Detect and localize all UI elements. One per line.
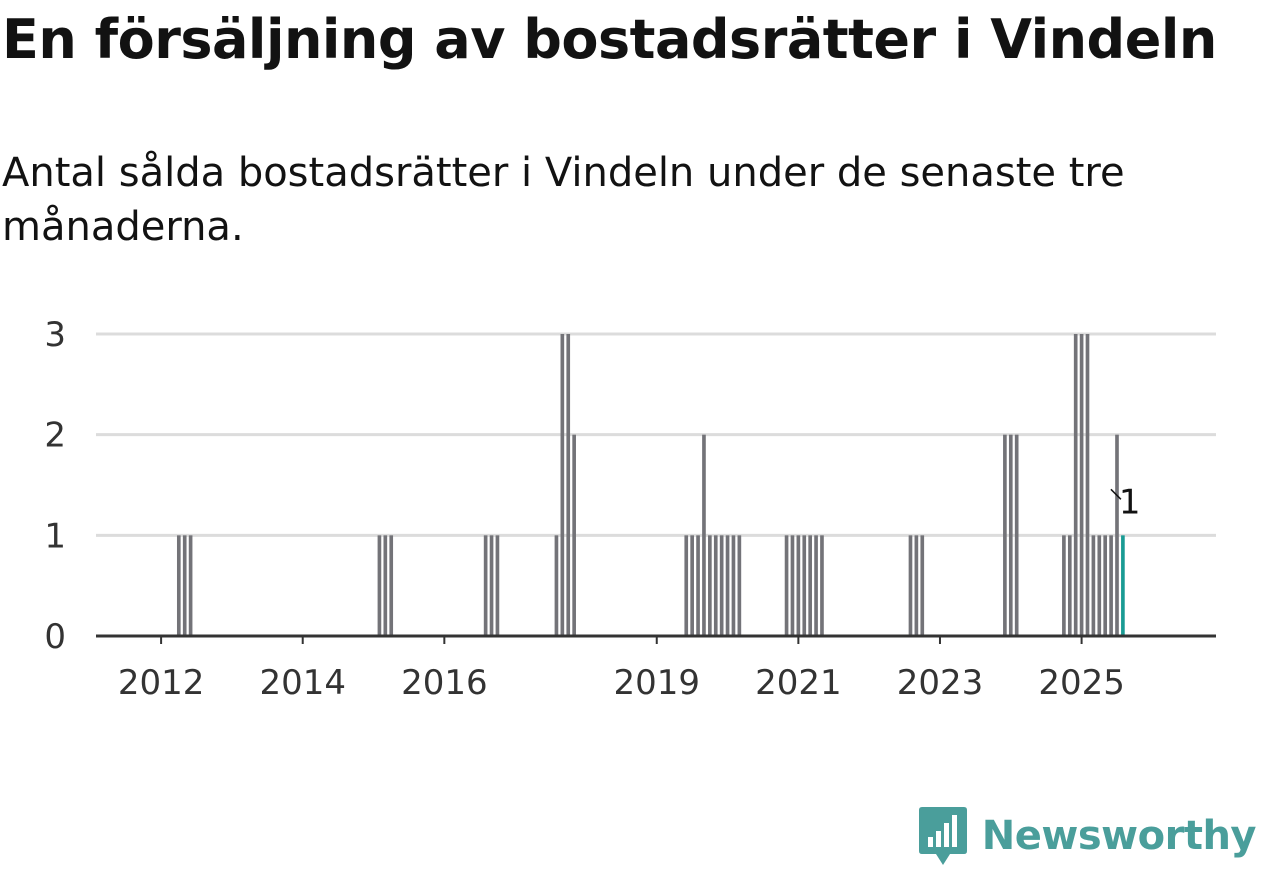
bar [696,535,700,636]
bar [188,535,193,636]
x-tick-label: 2014 [259,663,346,703]
brand-name: Newsworthy [981,813,1257,859]
bar [808,535,812,636]
bar [566,334,571,636]
bar [731,535,736,636]
bar [920,535,925,636]
bar [737,535,742,636]
bar [1067,535,1072,636]
data-label: 1 [1119,482,1141,522]
bar [483,535,488,636]
bar [725,535,730,636]
bar [802,535,807,636]
newsworthy-logo: Newsworthy [918,805,1257,867]
bar [572,434,576,636]
chart-subtitle: Antal sålda bostadsrätter i Vindeln unde… [2,150,1125,250]
bar [182,535,187,636]
bar [684,535,689,636]
bar [719,535,724,636]
bar [176,535,181,636]
annotation-leader [1110,488,1122,500]
bar [1014,434,1019,636]
bar [908,535,913,636]
y-tick-label: 0 [44,617,66,657]
y-tick-label: 3 [44,315,66,355]
x-tick-label: 2023 [897,663,984,703]
bar [814,535,818,636]
bar [1073,334,1078,636]
bar [784,535,789,636]
bar [389,535,394,636]
bars [176,334,1125,636]
bar [1103,535,1108,636]
bar [1097,535,1102,636]
bar [790,535,795,636]
bar-chart-speech-bubble-icon [918,807,967,865]
y-tick-label: 2 [44,416,66,456]
x-tick-label: 2019 [613,663,700,703]
y-tick-label: 1 [44,516,66,556]
bar [1109,535,1113,636]
bar [690,535,694,636]
bar [377,535,382,636]
bar [1003,434,1007,636]
bar [1008,434,1013,636]
bar [1091,535,1096,636]
chart-title: En försäljning av bostadsrätter i Vindel… [2,8,1217,71]
bar [560,334,565,636]
bar [1062,535,1066,636]
bar [554,535,559,636]
labels: 0 1 2 3 2012 2014 2016 2019 2021 2023 2025 1 [44,315,1140,703]
bar [1085,334,1090,636]
bar-chart: 0 1 2 3 2012 2014 2016 2019 2021 2023 2025 1 [44,315,1216,703]
bar [820,535,824,636]
bar [383,535,388,636]
bar [914,535,919,636]
bar [1121,535,1125,636]
bar [702,434,706,636]
bar [1115,434,1119,636]
bar [708,535,712,636]
grid-lines [96,332,1216,537]
bar [796,535,801,636]
x-tick-label: 2016 [401,663,488,703]
bar [495,535,500,636]
bar [713,535,718,636]
bar [1079,334,1084,636]
bar [489,535,494,636]
x-tick-label: 2025 [1038,663,1125,703]
x-axis [96,634,1216,644]
x-tick-label: 2012 [118,663,205,703]
x-tick-label: 2021 [755,663,842,703]
